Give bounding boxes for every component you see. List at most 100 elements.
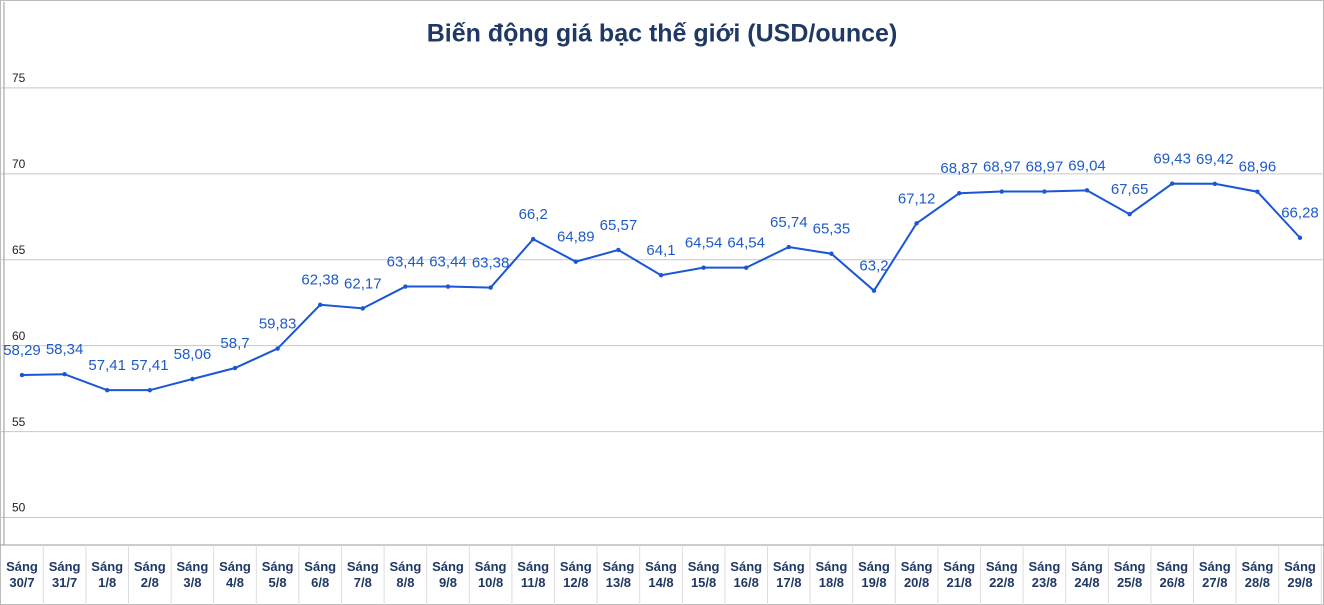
data-label: 66,28	[1281, 205, 1319, 222]
data-label: 67,65	[1111, 181, 1149, 198]
data-label: 62,17	[344, 275, 382, 292]
chart-title: Biến động giá bạc thế giới (USD/ounce)	[427, 20, 898, 48]
data-label: 69,43	[1153, 151, 1191, 168]
point	[1170, 181, 1175, 186]
x-tick-label: Sáng 5/8	[262, 559, 294, 590]
point	[232, 365, 238, 371]
y-tick-label: 70	[12, 157, 26, 171]
x-tick-label: Sáng 21/8	[943, 559, 975, 590]
y-tick-label: 75	[12, 71, 26, 85]
data-label: 68,97	[983, 159, 1021, 176]
x-tick-label: Sáng 7/8	[347, 559, 379, 590]
data-label: 64,54	[727, 235, 765, 252]
x-tick-label: Sáng 25/8	[1114, 559, 1146, 590]
point	[147, 387, 152, 393]
x-tick-label: Sáng 2/8	[134, 559, 166, 590]
point	[275, 346, 280, 351]
data-label: 64,54	[685, 235, 723, 252]
point	[914, 221, 919, 226]
data-label: 68,97	[1026, 159, 1064, 176]
data-label: 63,38	[472, 255, 510, 272]
x-tick-label: Sáng 20/8	[901, 559, 933, 590]
data-label: 58,06	[174, 346, 212, 363]
data-label: 65,35	[813, 221, 851, 238]
data-label: 57,41	[88, 357, 126, 374]
point	[616, 247, 621, 253]
point	[1127, 212, 1132, 217]
x-tick-label: Sáng 10/8	[475, 559, 507, 590]
x-tick-label: Sáng 22/8	[986, 559, 1018, 590]
point	[1255, 189, 1260, 194]
point	[658, 273, 664, 278]
data-label: 57,41	[131, 357, 169, 374]
y-tick-label: 55	[12, 415, 26, 429]
x-tick-label: Sáng 9/8	[432, 559, 464, 590]
x-tick-label: Sáng 23/8	[1029, 559, 1061, 590]
x-tick-label: Sáng 13/8	[603, 559, 635, 590]
point	[999, 189, 1004, 194]
x-tick-label: Sáng 14/8	[645, 559, 677, 590]
point	[318, 302, 323, 307]
x-tick-label: Sáng 26/8	[1156, 559, 1188, 590]
point	[488, 285, 493, 290]
x-tick-label: Sáng 31/7	[49, 559, 81, 590]
data-label: 64,1	[646, 242, 675, 259]
x-tick-label: Sáng 29/8	[1284, 559, 1316, 590]
data-label: 62,38	[301, 272, 339, 289]
x-tick-label: Sáng 24/8	[1071, 559, 1103, 590]
x-tick-label: Sáng 16/8	[730, 559, 762, 590]
point	[62, 371, 67, 377]
point	[531, 236, 536, 242]
x-tick-label: Sáng 3/8	[177, 559, 209, 590]
point	[403, 284, 408, 289]
point	[573, 259, 578, 264]
point	[786, 244, 791, 250]
point	[871, 288, 877, 293]
data-label: 59,83	[259, 316, 297, 333]
x-tick-label: Sáng 6/8	[304, 559, 336, 590]
point	[1297, 235, 1303, 240]
data-label: 69,42	[1196, 151, 1234, 168]
data-label: 58,7	[220, 335, 249, 352]
data-label: 68,87	[940, 160, 978, 177]
data-label: 63,44	[387, 254, 425, 271]
data-label: 63,44	[429, 254, 467, 271]
data-label: 66,2	[519, 206, 548, 223]
y-tick-label: 65	[12, 243, 26, 257]
data-label: 64,89	[557, 229, 595, 246]
point	[1084, 188, 1090, 193]
point	[19, 372, 25, 378]
point	[360, 306, 365, 311]
data-label: 63,2	[859, 258, 888, 275]
point	[445, 284, 451, 289]
point	[1042, 189, 1047, 194]
point	[190, 376, 195, 382]
x-tick-label: Sáng 8/8	[390, 559, 422, 590]
y-tick-label: 50	[12, 501, 26, 515]
point	[744, 265, 749, 270]
data-label: 68,96	[1239, 159, 1277, 176]
x-tick-label: Sáng 28/8	[1242, 559, 1274, 590]
data-label: 67,12	[898, 190, 936, 207]
x-tick-label: Sáng 19/8	[858, 559, 890, 590]
x-tick-label: Sáng 4/8	[219, 559, 251, 590]
data-label: 58,29	[3, 342, 41, 359]
x-tick-label: Sáng 11/8	[517, 559, 549, 590]
x-tick-label: Sáng 17/8	[773, 559, 805, 590]
x-tick-label: Sáng 12/8	[560, 559, 592, 590]
x-tick-label: Sáng 27/8	[1199, 559, 1231, 590]
x-tick-label: Sáng 18/8	[816, 559, 848, 590]
point	[1212, 181, 1218, 187]
data-label: 58,34	[46, 341, 84, 358]
y-tick-label: 60	[12, 329, 26, 343]
data-label: 69,04	[1068, 157, 1106, 174]
point	[105, 387, 110, 393]
data-label: 65,74	[770, 214, 808, 231]
point	[957, 191, 962, 196]
x-tick-label: Sáng 30/7	[6, 559, 38, 590]
point	[701, 265, 706, 270]
x-tick-label: Sáng 15/8	[688, 559, 720, 590]
point	[829, 251, 834, 256]
